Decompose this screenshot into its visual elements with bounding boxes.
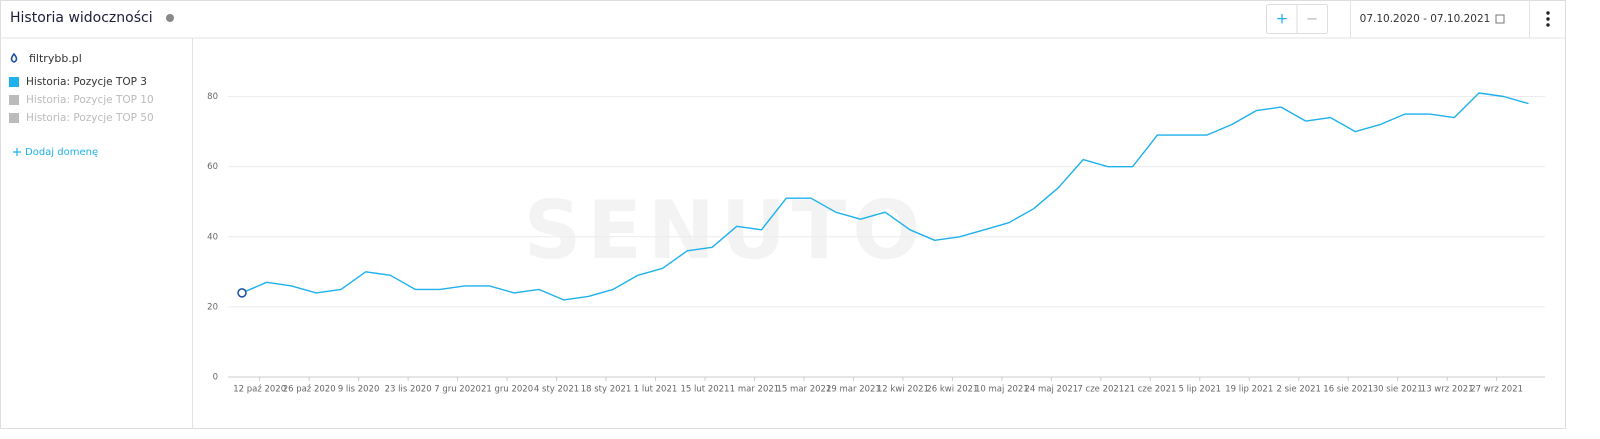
dot <box>1546 23 1550 27</box>
domain: filtrybb.pl <box>29 52 82 65</box>
date-range[interactable]: 07.10.2020 - 07.10.2021 <box>1360 13 1491 25</box>
add-domain[interactable]: Dodaj domenę <box>25 147 98 158</box>
x-tick-label: 24 maj 2021 <box>1024 385 1078 395</box>
x-tick-label: 30 sie 2021 <box>1373 385 1423 395</box>
series-line <box>241 92 1529 301</box>
dot <box>1546 17 1550 21</box>
x-tick-label: 13 wrz 2021 <box>1421 385 1474 395</box>
x-tick-label: 7 cze 2021 <box>1077 385 1124 395</box>
title: Historia widoczności <box>10 10 153 26</box>
panel <box>0 0 1566 429</box>
info-icon[interactable] <box>166 14 174 22</box>
watermark: SENUTO <box>524 184 927 277</box>
x-tick-label: 10 maj 2021 <box>975 385 1029 395</box>
x-tick-label: 16 sie 2021 <box>1323 385 1373 395</box>
x-tick-label: 12 kwi 2021 <box>877 385 929 395</box>
calendar-icon[interactable] <box>1495 14 1505 24</box>
zoom-out[interactable]: − <box>1306 10 1319 28</box>
legend-swatch[interactable] <box>9 113 19 123</box>
add-icon <box>13 148 21 156</box>
x-tick-label: 15 mar 2021 <box>777 385 832 395</box>
x-tick-label: 1 lut 2021 <box>634 385 678 395</box>
x-tick-label: 23 lis 2020 <box>385 385 432 395</box>
x-tick-label: 5 lip 2021 <box>1178 385 1221 395</box>
domain-icon <box>10 52 18 63</box>
menu-icon[interactable] <box>1546 11 1550 27</box>
y-tick-label: 20 <box>207 302 218 312</box>
x-tick-label: 1 mar 2021 <box>730 385 779 395</box>
y-tick-label: 40 <box>207 232 218 242</box>
x-tick-label: 21 gru 2020 <box>481 385 533 395</box>
x-tick-label: 27 wrz 2021 <box>1470 385 1523 395</box>
y-tick-label: 0 <box>213 373 218 383</box>
legend-label[interactable]: Historia: Pozycje TOP 10 <box>26 94 154 106</box>
x-tick-label: 4 sty 2021 <box>534 385 579 395</box>
x-tick-label: 26 kwi 2021 <box>926 385 978 395</box>
x-tick-label: 9 lis 2020 <box>338 385 380 395</box>
x-tick-label: 15 lut 2021 <box>681 385 730 395</box>
x-tick-label: 18 sty 2021 <box>581 385 632 395</box>
x-tick-label: 29 mar 2021 <box>826 385 881 395</box>
zoom-in[interactable]: + <box>1276 10 1289 28</box>
x-tick-label: 26 paź 2020 <box>283 385 336 395</box>
legend-label[interactable]: Historia: Pozycje TOP 50 <box>26 112 154 124</box>
legend-swatch[interactable] <box>9 95 19 105</box>
y-tick-label: 60 <box>207 162 218 172</box>
x-tick-label: 21 cze 2021 <box>1124 385 1176 395</box>
x-tick-label: 19 lip 2021 <box>1225 385 1273 395</box>
start-marker <box>237 288 247 298</box>
y-tick-label: 80 <box>207 92 218 102</box>
dot <box>1546 11 1550 15</box>
legend-swatch[interactable] <box>9 77 19 87</box>
legend-label[interactable]: Historia: Pozycje TOP 3 <box>26 76 147 88</box>
x-tick-label: 12 paź 2020 <box>233 385 286 395</box>
x-tick-label: 2 sie 2021 <box>1277 385 1321 395</box>
x-tick-label: 7 gru 2020 <box>434 385 481 395</box>
